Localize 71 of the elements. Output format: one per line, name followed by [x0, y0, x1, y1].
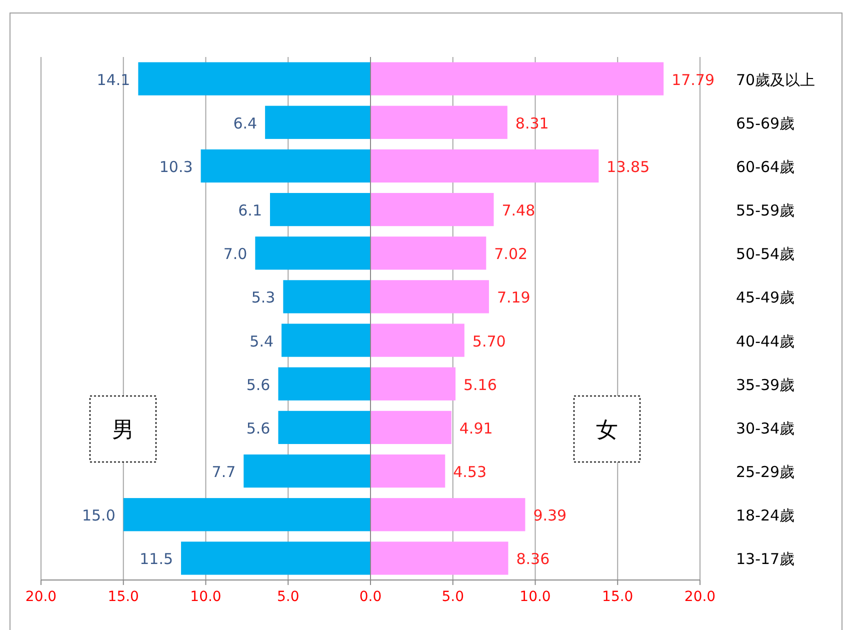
bar: [181, 542, 370, 575]
y-tick-label: 50-54歲: [736, 245, 795, 264]
data-label: 11.5: [140, 550, 174, 568]
annotation: 女: [596, 418, 618, 443]
bar: [370, 454, 446, 488]
data-label: 7.0: [223, 245, 248, 264]
data-label: 6.1: [238, 202, 262, 220]
y-tick-label: 40-44歲: [736, 332, 795, 350]
y-tick-label: 35-39歲: [736, 376, 795, 394]
y-tick-label: 18-24歲: [736, 506, 795, 525]
x-tick-label: 10.0: [190, 589, 222, 605]
data-label: 5.6: [246, 419, 270, 438]
bar: [270, 192, 370, 226]
data-label: 14.1: [96, 70, 130, 89]
y-tick-label: 45-49歲: [736, 288, 795, 307]
x-tick-label: 0.0: [359, 589, 382, 605]
x-tick-label: 15.0: [602, 589, 634, 605]
bar: [200, 149, 370, 183]
data-label: 10.3: [159, 158, 193, 176]
y-tick-label: 25-29歲: [736, 463, 795, 482]
bar: [283, 280, 370, 314]
bar: [123, 498, 370, 532]
bar: [370, 498, 526, 532]
data-label: 7.48: [502, 202, 536, 220]
bar: [370, 410, 452, 444]
x-tick-label: 10.0: [520, 589, 551, 605]
y-tick-label: 55-59歲: [736, 202, 795, 220]
bar: [282, 324, 370, 357]
x-tick-label: 20.0: [25, 589, 57, 605]
x-tick-label: 15.0: [108, 589, 139, 605]
data-label: 4.91: [459, 419, 493, 438]
bar: [370, 280, 489, 314]
data-label: 5.16: [464, 376, 497, 394]
data-label: 5.70: [472, 332, 506, 350]
data-label: 8.36: [516, 550, 550, 568]
bar: [370, 149, 599, 183]
bar: [370, 542, 508, 575]
bar: [255, 236, 370, 270]
data-label: 17.79: [672, 70, 715, 89]
bar: [370, 367, 456, 400]
data-label: 13.85: [606, 158, 650, 176]
bar: [370, 62, 664, 96]
data-label: 9.39: [533, 506, 567, 525]
x-tick-label: 5.0: [442, 589, 464, 605]
data-label: 15.0: [82, 506, 116, 525]
data-label: 7.7: [212, 463, 236, 482]
data-label: 7.19: [496, 288, 530, 307]
data-label: 5.3: [251, 288, 276, 307]
bar: [370, 324, 464, 357]
bar: [265, 106, 370, 139]
bar: [278, 367, 370, 400]
data-label: 5.6: [246, 376, 270, 394]
data-label: 6.4: [233, 114, 258, 132]
y-tick-label: 30-34歲: [736, 419, 795, 438]
y-tick-label: 70歲及以上: [736, 70, 816, 89]
data-label: 5.4: [250, 332, 274, 350]
bar: [138, 62, 370, 96]
data-label: 8.31: [515, 114, 549, 132]
bar: [244, 454, 370, 488]
bar: [370, 192, 494, 226]
bar: [278, 410, 370, 444]
data-label: 7.02: [494, 245, 528, 264]
bar: [370, 236, 486, 270]
x-tick-label: 20.0: [684, 589, 716, 605]
annotation: 男: [112, 418, 134, 443]
x-tick-label: 5.0: [276, 589, 300, 605]
y-tick-label: 13-17歲: [736, 550, 795, 568]
y-tick-label: 60-64歲: [736, 158, 795, 176]
data-label: 4.53: [453, 463, 487, 482]
bar: [370, 106, 508, 139]
y-tick-label: 65-69歲: [736, 114, 795, 132]
